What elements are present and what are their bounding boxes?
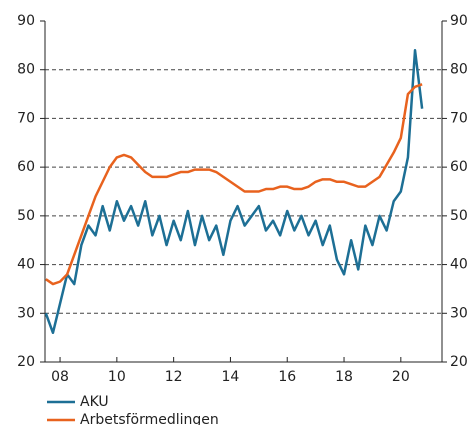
y-tick-label: 60	[17, 159, 35, 175]
y-tick-label: 90	[17, 13, 35, 29]
y2-tick-label: 60	[450, 159, 468, 175]
y-tick-label: 30	[17, 305, 35, 321]
y-tick-label: 50	[17, 208, 35, 224]
y2-tick-label: 90	[450, 13, 468, 29]
y2-tick-label: 20	[450, 354, 468, 370]
y2-tick-label: 30	[450, 305, 468, 321]
x-tick-label: 10	[108, 369, 126, 385]
x-tick-label: 20	[392, 369, 410, 385]
x-tick-label: 08	[51, 369, 69, 385]
x-tick-label: 16	[278, 369, 296, 385]
y-tick-label: 20	[17, 354, 35, 370]
y2-tick-label: 40	[450, 257, 468, 273]
series-line	[45, 83, 423, 286]
y-tick-label: 40	[17, 257, 35, 273]
legend-label: Arbetsförmedlingen	[80, 412, 219, 425]
y2-tick-label: 80	[450, 62, 468, 78]
legend-label: AKU	[80, 394, 109, 410]
series-line	[44, 48, 424, 335]
y-tick-label: 70	[17, 110, 35, 126]
y-tick-label: 80	[17, 62, 35, 78]
y2-tick-label: 50	[450, 208, 468, 224]
x-tick-label: 12	[165, 369, 183, 385]
x-tick-label: 18	[335, 369, 353, 385]
y2-tick-label: 70	[450, 110, 468, 126]
x-tick-label: 14	[222, 369, 240, 385]
